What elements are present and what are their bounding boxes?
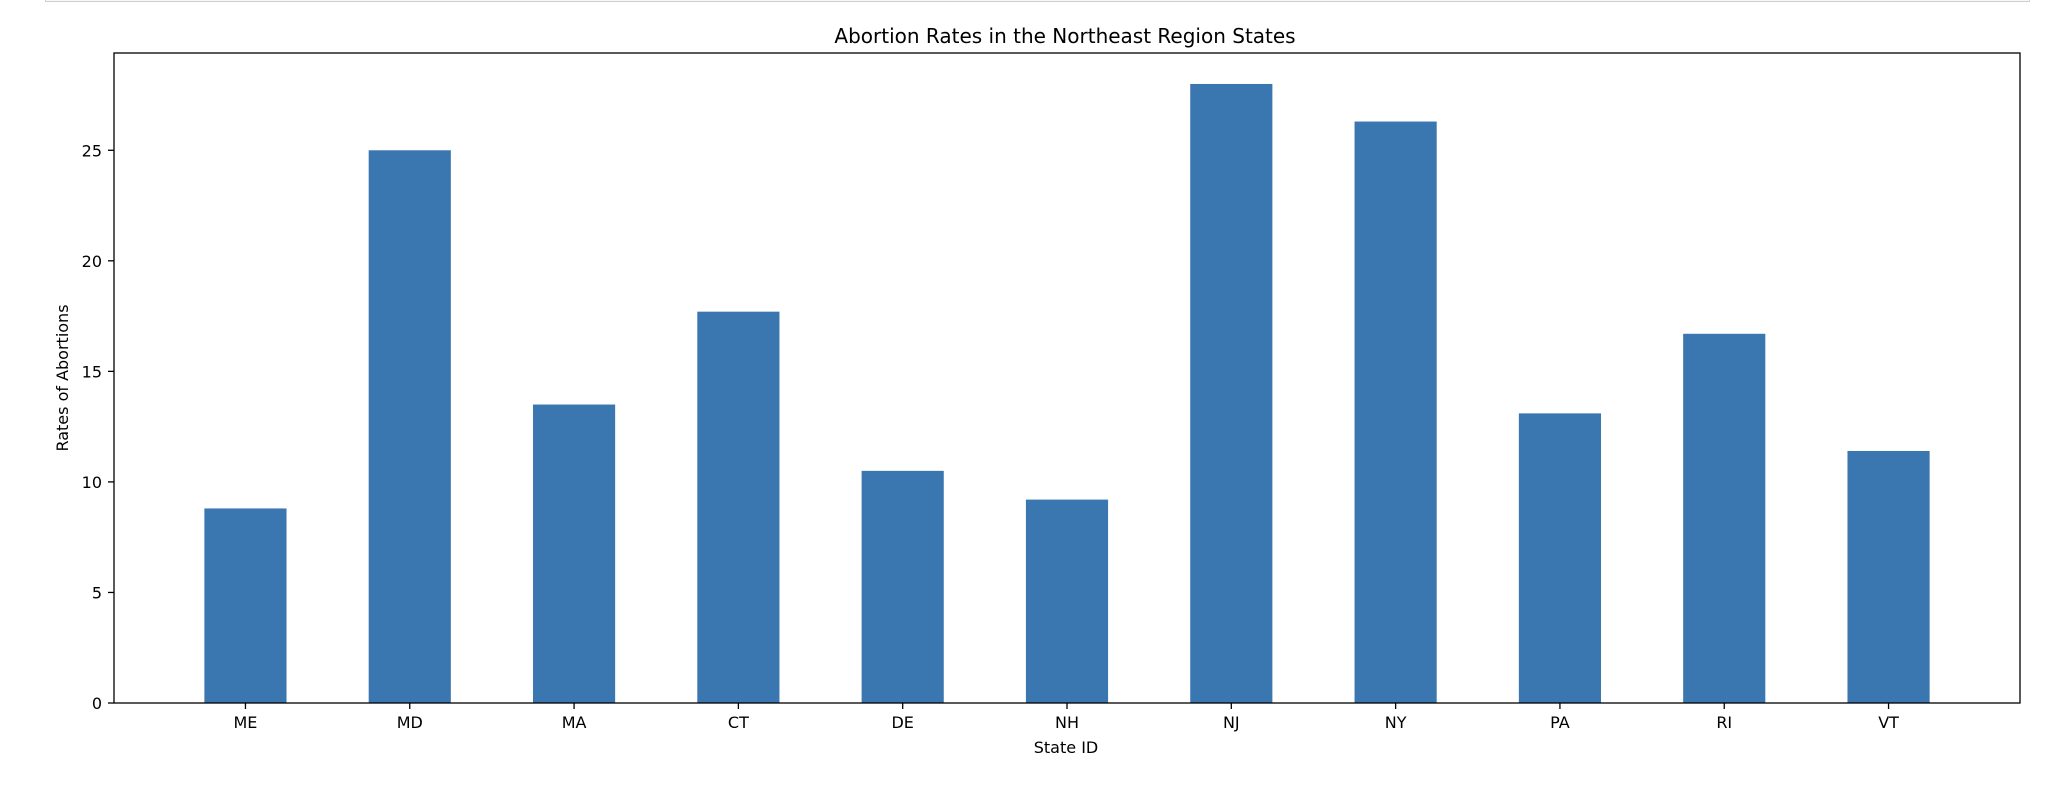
x-tick-label: PA [1550,713,1570,732]
x-tick-label: MA [562,713,587,732]
chart-title: Abortion Rates in the Northeast Region S… [834,24,1295,48]
y-tick-label: 20 [82,252,102,271]
bar-me [204,508,287,703]
bar-vt [1847,450,1930,703]
bar-ny [1354,121,1437,703]
x-axis-label: State ID [1034,738,1098,757]
y-tick-label: 5 [92,583,102,602]
notebook-cell-frame [45,0,2030,2]
y-tick-label: 0 [92,694,102,713]
y-axis-label: Rates of Abortions [53,304,72,451]
bars-group [204,83,1930,703]
x-tick-label: ME [233,713,257,732]
bar-nh [1025,499,1109,703]
bar-pa [1518,413,1602,703]
y-axis: 0 5 10 15 20 25 [82,141,114,713]
x-tick-label: CT [728,713,749,732]
x-tick-label: NY [1385,713,1407,732]
x-tick-label: RI [1716,713,1732,732]
y-tick-label: 15 [82,362,102,381]
x-tick-label: NJ [1223,713,1240,732]
bar-ct [697,311,780,703]
x-tick-label: VT [1878,713,1899,732]
bar-ri [1683,333,1766,703]
bar-md [368,150,451,703]
x-tick-label: NH [1055,713,1079,732]
y-tick-label: 25 [82,141,102,160]
bar-nj [1190,83,1273,703]
bar-ma [532,404,616,703]
x-tick-label: DE [891,713,913,732]
x-tick-label: MD [397,713,423,732]
x-axis: ME MD MA CT DE NH NJ NY PA RI VT [233,703,1899,732]
y-tick-label: 10 [82,473,102,492]
bar-de [861,470,944,703]
